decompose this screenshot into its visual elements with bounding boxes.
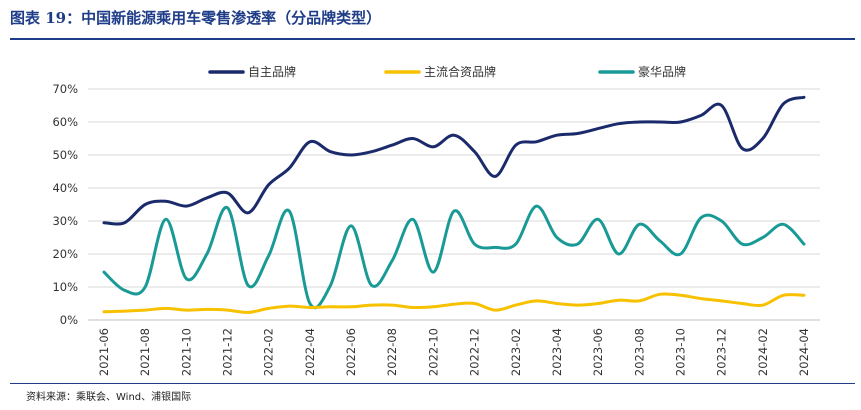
y-tick-label: 60% — [52, 115, 78, 129]
x-tick-label: 2021-10 — [179, 328, 193, 376]
y-tick-label: 70% — [52, 82, 78, 96]
y-tick-label: 20% — [52, 247, 78, 261]
x-tick-label: 2023-08 — [632, 328, 646, 376]
y-tick-label: 0% — [60, 313, 78, 327]
legend: 自主品牌 主流合资品牌 豪华品牌 — [208, 64, 686, 79]
y-tick-label: 30% — [52, 214, 78, 228]
x-tick-label: 2023-06 — [591, 328, 605, 376]
x-tick-label: 2022-06 — [344, 328, 358, 376]
x-tick-label: 2022-10 — [426, 328, 440, 376]
x-tick-label: 2022-12 — [468, 328, 482, 376]
x-tick-label: 2024-04 — [797, 328, 811, 376]
legend-label: 自主品牌 — [248, 65, 296, 79]
x-tick-label: 2023-12 — [715, 328, 729, 376]
x-tick-label: 2022-02 — [262, 328, 276, 376]
x-tick-label: 2023-02 — [509, 328, 523, 376]
x-tick-label: 2021-08 — [138, 328, 152, 376]
title-text: 中国新能源乘用车零售渗透率（分品牌类型） — [81, 9, 382, 27]
x-tick-label: 2021-12 — [221, 328, 235, 376]
title-divider — [10, 38, 855, 40]
x-tick-label: 2023-04 — [550, 328, 564, 376]
footer-divider — [10, 383, 855, 384]
legend-label: 主流合资品牌 — [424, 64, 496, 79]
x-axis: 2021-06 2021-08 2021-10 2021-12 2022-02 2022-… — [88, 319, 820, 376]
series-line-1 — [102, 292, 806, 314]
x-tick-label: 2022-04 — [303, 328, 317, 376]
x-tick-label: 2021-06 — [97, 328, 111, 376]
series-lines — [102, 95, 806, 314]
x-tick-label: 2024-02 — [756, 328, 770, 376]
line-chart: 0%10%20%30%40%50%60%70% 2021-06 2021-08 20… — [52, 64, 820, 376]
x-tick-label: 2022-08 — [385, 328, 399, 376]
legend-label: 豪华品牌 — [638, 64, 686, 79]
series-line-2 — [102, 204, 806, 310]
y-gridlines — [88, 88, 820, 288]
chart-title: 图表 19：中国新能源乘用车零售渗透率（分品牌类型） — [10, 7, 381, 28]
x-tick-label: 2023-10 — [673, 328, 687, 376]
source-note: 资料来源：乘联会、Wind、浦银国际 — [26, 392, 192, 403]
title-label: 图表 19： — [10, 9, 82, 27]
series-line-0 — [102, 95, 806, 226]
y-tick-label: 10% — [52, 280, 78, 294]
y-tick-label: 40% — [52, 181, 78, 195]
y-tick-label: 50% — [52, 148, 78, 162]
y-axis-ticks: 0% 10% 20% 30% 40% 50% 60% 70% — [52, 82, 78, 327]
